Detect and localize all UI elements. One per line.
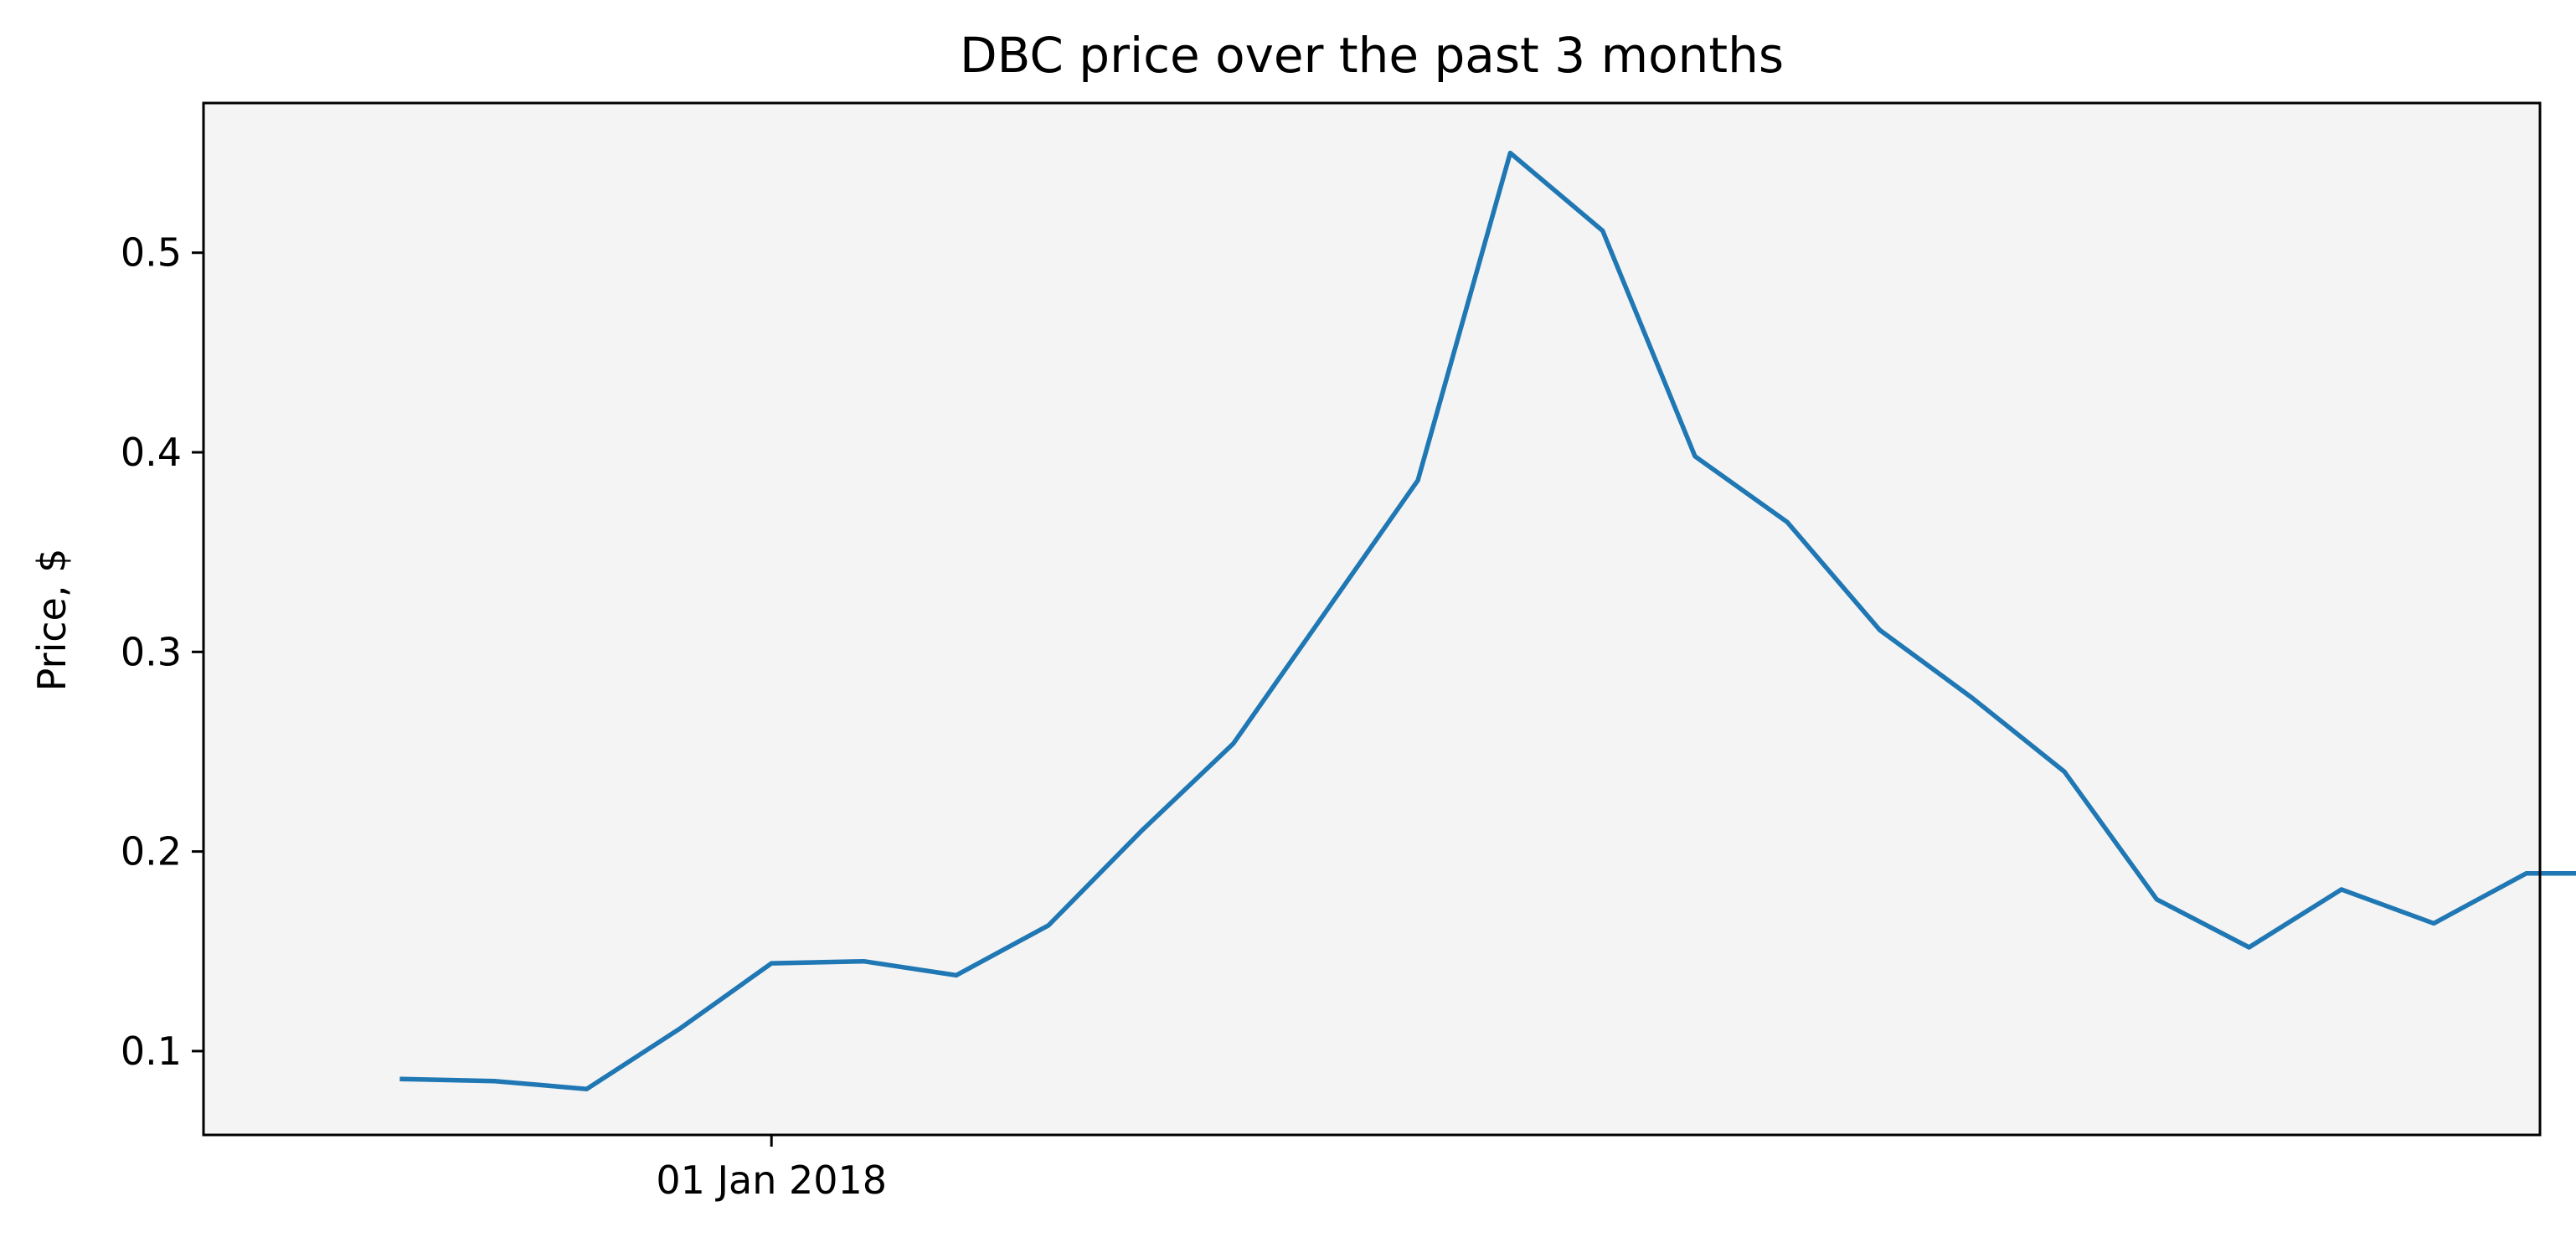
plot-frame — [202, 101, 2542, 1137]
plot-area — [204, 103, 2540, 1135]
y-axis-label: Price, $ — [29, 549, 75, 692]
chart-title: DBC price over the past 3 months — [960, 27, 1784, 84]
series-layer — [399, 150, 2576, 1091]
y-tick-label: 0.5 — [121, 230, 182, 276]
series-line — [399, 150, 2576, 1091]
x-tick-label: 01 Jan 2018 — [656, 1158, 887, 1203]
axis-ticks: 0.1 0.2 0.3 0.4 0.5 01 Jan 2018 — [121, 230, 887, 1203]
y-tick-label: 0.1 — [121, 1029, 182, 1074]
y-tick-label: 0.2 — [121, 829, 182, 874]
y-tick-label: 0.3 — [121, 629, 182, 674]
y-tick-label: 0.4 — [121, 430, 182, 475]
